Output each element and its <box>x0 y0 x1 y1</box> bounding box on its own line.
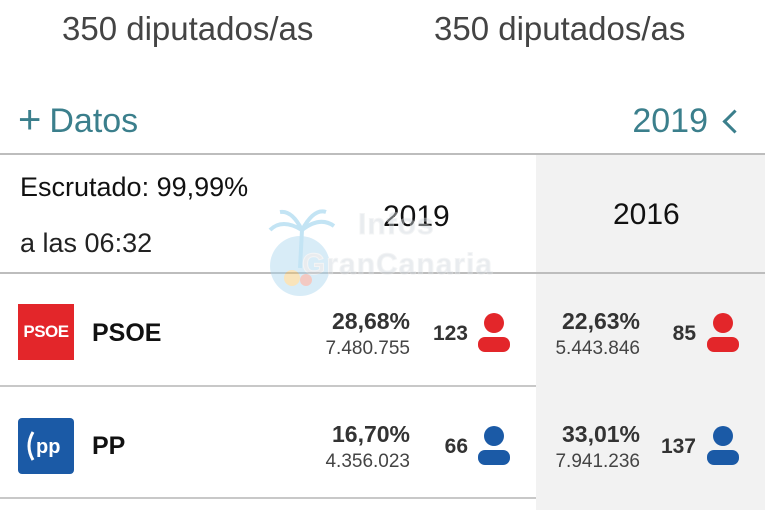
seats-total-left: 350 diputados/as <box>62 10 314 47</box>
vote-percentage-2016: 22,63% <box>561 308 640 334</box>
party-name: PP <box>92 432 126 460</box>
year-selector-value: 2019 <box>632 102 708 140</box>
plus-icon: + <box>18 97 42 142</box>
header-divider <box>0 272 765 274</box>
psoe-logo: PSOE <box>18 304 74 360</box>
pp-logo: pp <box>18 418 74 474</box>
vote-count-2016: 7.941.236 <box>555 451 640 472</box>
vote-percentage-2019: 16,70% <box>331 421 410 447</box>
person-icon <box>707 313 739 352</box>
row-divider <box>0 385 536 387</box>
seats-total-right: 350 diputados/as <box>434 10 686 47</box>
column-header-current-year: 2019 <box>383 200 450 233</box>
person-icon <box>707 426 739 465</box>
table-top-divider <box>0 153 765 155</box>
row-divider <box>0 497 536 499</box>
seats-2019: 123 <box>432 322 468 345</box>
vote-percentage-2019: 28,68% <box>331 308 410 334</box>
party-name: PSOE <box>92 319 162 347</box>
datos-label: Datos <box>49 102 139 140</box>
vote-count-2019: 7.480.755 <box>325 338 410 359</box>
table-row[interactable]: PSOE PSOE 28,68% 7.480.755 123 22,63% 5.… <box>0 274 765 385</box>
update-time: a las 06:32 <box>20 228 153 258</box>
seats-2016: 137 <box>660 435 696 458</box>
seats-2019: 66 <box>444 435 468 458</box>
vote-count-2016: 5.443.846 <box>555 338 640 359</box>
palm-globe-icon <box>268 209 336 296</box>
svg-text:pp: pp <box>36 436 60 458</box>
watermark-text-line1: Infos <box>358 208 435 242</box>
escrutado-status: Escrutado: 99,99% <box>20 172 249 202</box>
datos-toggle-button[interactable]: + Datos <box>18 97 139 142</box>
vote-count-2019: 4.356.023 <box>325 451 410 472</box>
pp-logo-mark: pp <box>27 431 60 461</box>
chevron-left-icon <box>722 109 747 134</box>
watermark-text-line2: GranCanaria <box>301 248 494 282</box>
column-header-previous-year: 2016 <box>613 198 680 231</box>
person-icon <box>478 426 510 465</box>
person-icon <box>478 313 510 352</box>
vote-percentage-2016: 33,01% <box>561 421 640 447</box>
table-row[interactable]: pp PP 16,70% 4.356.023 66 33,01% 7.941.2… <box>0 387 765 497</box>
seats-2016: 85 <box>672 322 696 345</box>
year-selector[interactable]: 2019 <box>632 102 747 141</box>
